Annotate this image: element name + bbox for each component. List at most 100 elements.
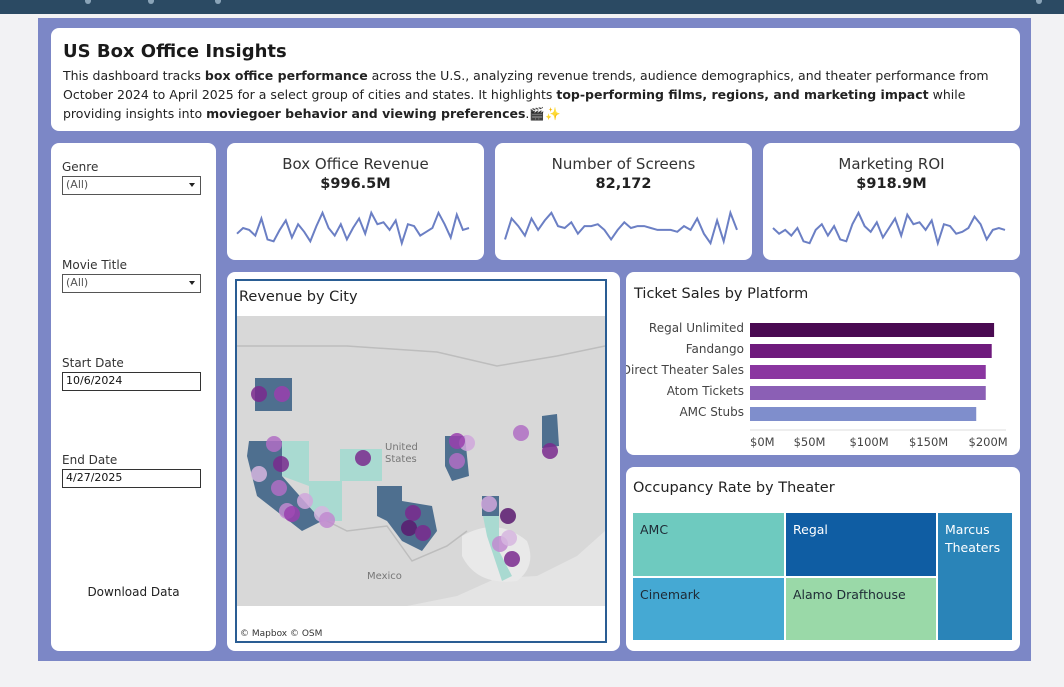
kpi-value: 82,172 bbox=[595, 176, 652, 192]
city-bubble[interactable] bbox=[355, 450, 371, 466]
ticket-sales-title: Ticket Sales by Platform bbox=[634, 286, 809, 302]
city-bubble[interactable] bbox=[251, 386, 267, 402]
map-credit: © Mapbox © OSM bbox=[240, 629, 323, 639]
bar[interactable] bbox=[750, 386, 986, 400]
mexico-border bbox=[296, 505, 468, 562]
movie-title-label: Movie Title bbox=[62, 258, 128, 272]
bar-category-label: Regal Unlimited bbox=[649, 321, 744, 335]
treemap-tile[interactable]: Alamo Drafthouse bbox=[786, 578, 936, 640]
top-toolbar bbox=[0, 0, 1064, 14]
city-bubble[interactable] bbox=[501, 530, 517, 546]
start-date-input[interactable]: 10/6/2024 bbox=[62, 372, 201, 391]
kpi-value: $918.9M bbox=[856, 176, 927, 192]
toolbar-icon[interactable] bbox=[1036, 0, 1042, 4]
filter-panel: Genre (All) Movie Title (All) Start Date… bbox=[51, 143, 216, 651]
genre-value: (All) bbox=[66, 178, 89, 191]
description-emphasis: moviegoer behavior and viewing preferenc… bbox=[206, 106, 526, 121]
bar-category-label: AMC Stubs bbox=[679, 405, 744, 419]
bar[interactable] bbox=[750, 323, 995, 337]
x-tick-label: $50M bbox=[794, 435, 826, 448]
sparkline bbox=[772, 210, 1006, 247]
city-bubble[interactable] bbox=[401, 520, 417, 536]
city-bubble[interactable] bbox=[274, 386, 290, 402]
kpi-value: $996.5M bbox=[320, 176, 391, 192]
city-bubble[interactable] bbox=[449, 453, 465, 469]
page-title: US Box Office Insights bbox=[63, 41, 287, 62]
sparkline bbox=[504, 209, 738, 246]
bar-category-label: Atom Tickets bbox=[667, 384, 744, 398]
city-bubble[interactable] bbox=[405, 505, 421, 521]
treemap-tile[interactable]: Cinemark bbox=[633, 578, 784, 640]
treemap-tile[interactable]: AMC bbox=[633, 513, 784, 576]
chevron-down-icon bbox=[189, 281, 195, 285]
occupancy-title: Occupancy Rate by Theater bbox=[633, 480, 835, 496]
revenue-map[interactable]: Revenue by City United States Mexico bbox=[235, 279, 607, 643]
sparkline bbox=[236, 210, 470, 247]
description-text: while providing insights into bbox=[63, 87, 966, 121]
x-tick-label: $100M bbox=[849, 435, 888, 448]
bar[interactable] bbox=[750, 365, 986, 379]
movie-title-dropdown[interactable]: (All) bbox=[62, 274, 201, 293]
map-label-us: United States bbox=[385, 442, 418, 465]
city-bubble[interactable] bbox=[266, 436, 282, 452]
kpi-title: Number of Screens bbox=[551, 155, 696, 173]
canada-border bbox=[237, 345, 605, 367]
city-bubble[interactable] bbox=[449, 433, 465, 449]
x-tick-label: $200M bbox=[969, 435, 1008, 448]
kpi-number-of-screens: Number of Screens 82,172 bbox=[495, 143, 752, 260]
city-bubble[interactable] bbox=[319, 512, 335, 528]
city-bubble[interactable] bbox=[513, 425, 529, 441]
map-title: Revenue by City bbox=[239, 289, 358, 305]
city-bubble[interactable] bbox=[273, 456, 289, 472]
bar[interactable] bbox=[750, 344, 992, 358]
bar[interactable] bbox=[750, 407, 977, 421]
kpi-box-office-revenue: Box Office Revenue $996.5M bbox=[227, 143, 484, 260]
occupancy-card: Occupancy Rate by Theater AMC Regal Marcus… bbox=[626, 467, 1020, 651]
ticket-sales-card: Ticket Sales by Platform Regal Unlimited… bbox=[626, 272, 1020, 455]
bar-category-label: Fandango bbox=[686, 342, 744, 356]
header-card: US Box Office Insights This dashboard tr… bbox=[51, 28, 1020, 131]
genre-dropdown[interactable]: (All) bbox=[62, 176, 201, 195]
x-tick-label: $150M bbox=[909, 435, 948, 448]
dashboard-description: This dashboard tracks box office perform… bbox=[63, 66, 1008, 123]
x-tick-label: $0M bbox=[750, 435, 775, 448]
download-data-button[interactable]: Download Data bbox=[87, 585, 180, 599]
kpi-marketing-roi: Marketing ROI $918.9M bbox=[763, 143, 1020, 260]
dashboard-frame: US Box Office Insights This dashboard tr… bbox=[38, 18, 1031, 661]
bar-category-label: Direct Theater Sales bbox=[626, 363, 744, 377]
toolbar-icon[interactable] bbox=[85, 0, 91, 4]
city-bubble[interactable] bbox=[251, 466, 267, 482]
city-bubble[interactable] bbox=[297, 493, 313, 509]
toolbar-icon[interactable] bbox=[215, 0, 221, 4]
map-canvas[interactable]: United States Mexico bbox=[237, 316, 605, 606]
map-label-mexico: Mexico bbox=[367, 571, 402, 582]
city-bubble[interactable] bbox=[481, 496, 497, 512]
movie-title-value: (All) bbox=[66, 276, 89, 289]
revenue-map-card: Revenue by City United States Mexico bbox=[227, 272, 620, 651]
kpi-title: Marketing ROI bbox=[838, 155, 945, 173]
city-bubble[interactable] bbox=[500, 508, 516, 524]
description-emphasis: top-performing films, regions, and marke… bbox=[556, 87, 929, 102]
city-bubbles[interactable] bbox=[251, 386, 558, 567]
end-date-label: End Date bbox=[62, 453, 118, 467]
city-bubble[interactable] bbox=[415, 525, 431, 541]
start-date-label: Start Date bbox=[62, 356, 124, 370]
end-date-input[interactable]: 4/27/2025 bbox=[62, 469, 201, 488]
treemap-tile[interactable]: Regal bbox=[786, 513, 936, 576]
description-text: .🎬✨ bbox=[525, 106, 561, 121]
description-text: This dashboard tracks bbox=[63, 68, 205, 83]
city-bubble[interactable] bbox=[271, 480, 287, 496]
chevron-down-icon bbox=[189, 183, 195, 187]
city-bubble[interactable] bbox=[542, 443, 558, 459]
ticket-sales-chart[interactable]: Regal Unlimited Fandango Direct Theater Sa… bbox=[626, 308, 1020, 448]
city-bubble[interactable] bbox=[284, 506, 300, 522]
genre-label: Genre bbox=[62, 160, 99, 174]
kpi-title: Box Office Revenue bbox=[282, 155, 429, 173]
description-emphasis: box office performance bbox=[204, 68, 368, 83]
toolbar-icon[interactable] bbox=[148, 0, 154, 4]
city-bubble[interactable] bbox=[504, 551, 520, 567]
state-nevada bbox=[282, 441, 309, 486]
description-text: across the U.S., analyzing revenue trend… bbox=[63, 68, 989, 102]
state-new-york bbox=[542, 414, 559, 448]
treemap-tile[interactable]: Marcus Theaters bbox=[938, 513, 1012, 640]
